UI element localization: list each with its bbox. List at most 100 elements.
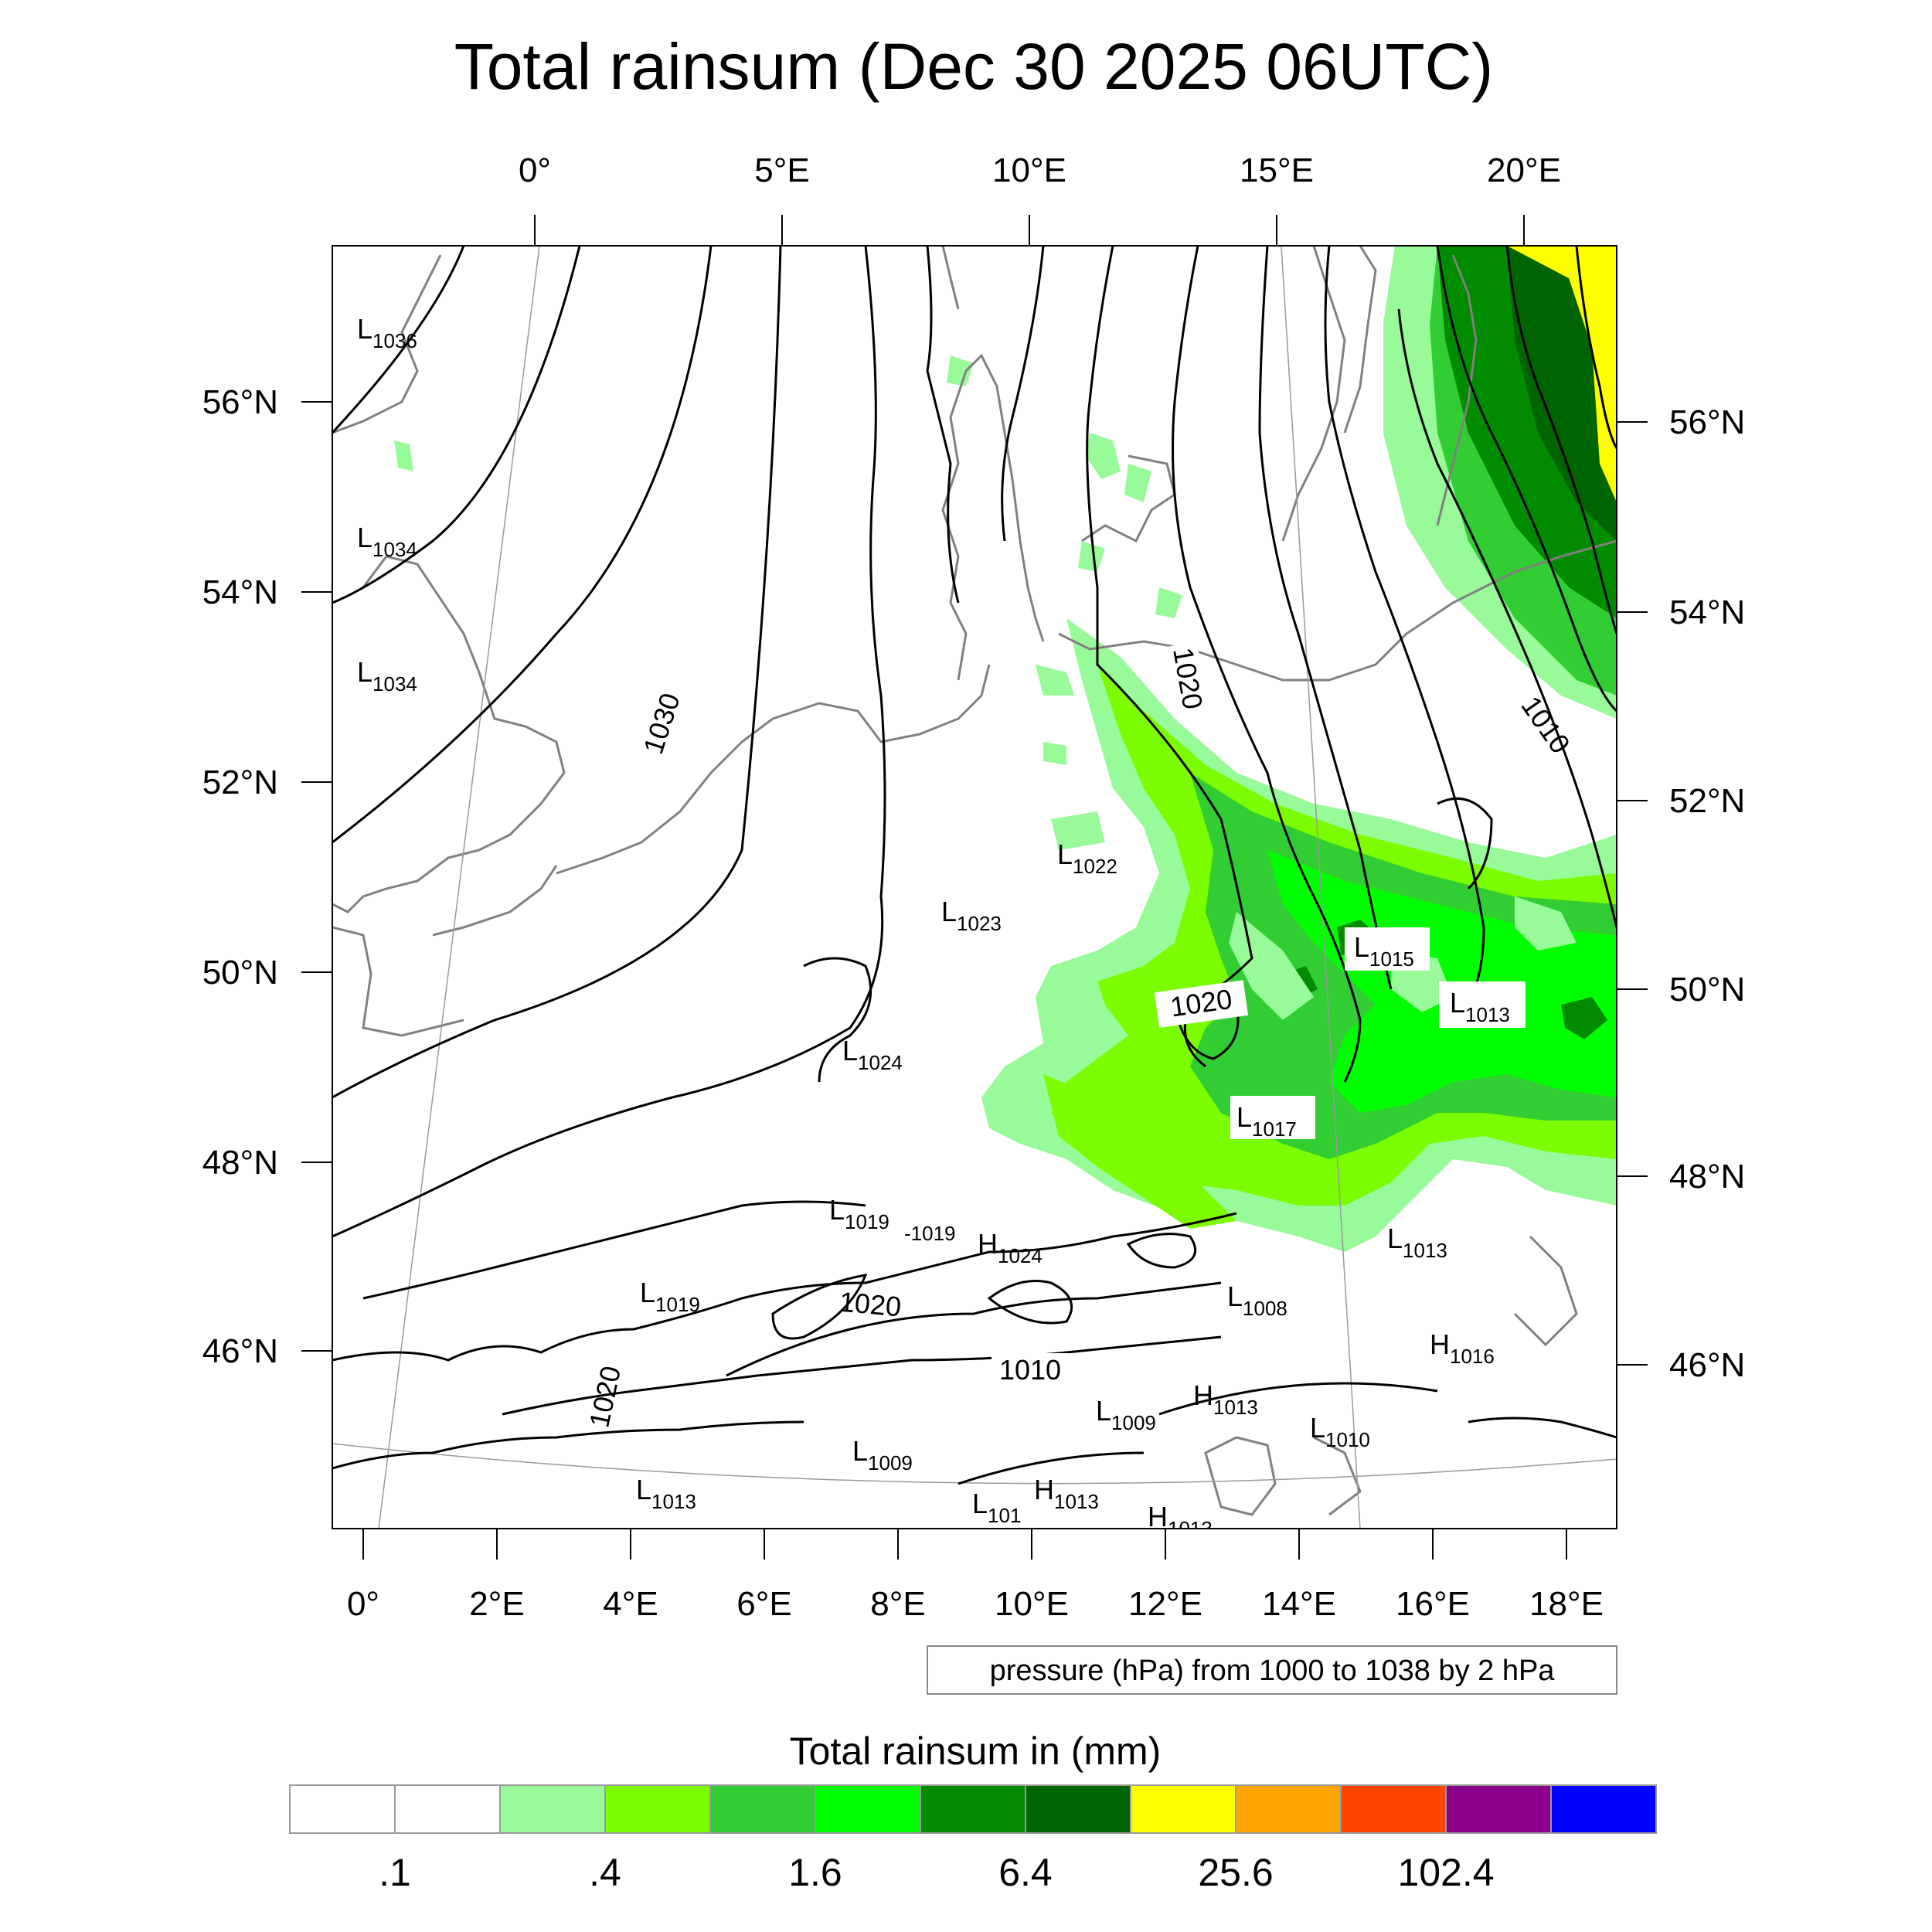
svg-text:L1023: L1023	[941, 896, 1002, 935]
pressure-center: L1034	[357, 656, 417, 696]
svg-text:L1022: L1022	[1057, 838, 1117, 878]
colorbar-tick: .1	[379, 1851, 411, 1894]
bottom-tick-label: 8°E	[870, 1585, 925, 1623]
pressure-center: L1022	[1057, 838, 1117, 878]
bottom-tick-label: 0°	[347, 1585, 379, 1623]
left-tick-label: 54°N	[202, 573, 278, 611]
pressure-center: L1036	[357, 313, 417, 352]
svg-text:H1024: H1024	[978, 1228, 1043, 1267]
colorbar-box	[1445, 1784, 1552, 1834]
map-plot-area: 1030 1020 1010 1020 1020 1010 1020 L1036…	[332, 245, 1617, 1540]
contour-info-text: pressure (hPa) from 1000 to 1038 by 2 hP…	[990, 1655, 1556, 1687]
colorbar-box	[499, 1784, 606, 1834]
left-tick-label: 48°N	[202, 1144, 278, 1182]
top-tick-label: 15°E	[1240, 151, 1314, 189]
isobar-label: 1010	[999, 1354, 1061, 1386]
pressure-center: L1015	[1345, 927, 1430, 971]
colorbar-tick: 102.4	[1397, 1851, 1494, 1894]
svg-text:L1024: L1024	[842, 1035, 903, 1074]
svg-text:L1034: L1034	[357, 656, 417, 696]
svg-text:L1008: L1008	[1227, 1281, 1287, 1320]
svg-text:L1017: L1017	[1236, 1101, 1297, 1141]
coastlines	[332, 246, 1617, 1516]
bottom-tick-label: 10°E	[995, 1585, 1069, 1623]
colorbar-title: Total rainsum in (mm)	[790, 1730, 1162, 1773]
axis-bottom: 0° 2°E 4°E 6°E 8°E 10°E 12°E 14°E 16°E 1…	[347, 1529, 1604, 1623]
colorbar-box	[920, 1784, 1026, 1834]
svg-text:L1019: L1019	[640, 1277, 700, 1316]
rain-patch-denmark	[947, 355, 1182, 618]
plot-frame	[332, 245, 1617, 1529]
pressure-center: L1009	[1096, 1395, 1156, 1434]
pressure-center: H1013	[1193, 1379, 1258, 1419]
svg-text:H1016: H1016	[1430, 1328, 1495, 1368]
right-tick-label: 50°N	[1669, 971, 1745, 1009]
colorbar-box	[394, 1784, 501, 1834]
pressure-center: L1017	[1230, 1096, 1315, 1141]
bottom-tick-label: 2°E	[469, 1585, 524, 1623]
pressure-center: H1013	[1034, 1474, 1099, 1513]
right-tick-label: 56°N	[1669, 403, 1745, 441]
pressure-center: L101	[972, 1488, 1021, 1527]
bottom-tick-label: 12°E	[1128, 1585, 1202, 1623]
colorbar-box	[1550, 1784, 1657, 1834]
rain-area-ne-yellow	[1507, 246, 1617, 502]
colorbar-box	[1130, 1784, 1236, 1834]
svg-text:L1036: L1036	[357, 313, 417, 352]
right-tick-label: 46°N	[1669, 1346, 1745, 1384]
rain-area-ne-edge	[1383, 246, 1617, 719]
bottom-tick-label: 4°E	[603, 1585, 658, 1623]
pressure-center: L1019	[829, 1194, 889, 1233]
colorbar-box	[1025, 1784, 1131, 1834]
svg-text:L1010: L1010	[1310, 1412, 1370, 1451]
svg-text:H1013: H1013	[1148, 1501, 1213, 1540]
svg-text:L101: L101	[972, 1488, 1021, 1527]
colorbar-boxes	[289, 1784, 1657, 1834]
colorbar-box	[289, 1784, 396, 1834]
colorbar: Total rainsum in (mm) .1 .4 1.6 6.4 25.6…	[289, 1730, 1657, 1894]
axis-right: 56°N 54°N 52°N 50°N 48°N 46°N	[1617, 403, 1745, 1384]
svg-text:H1013: H1013	[1193, 1379, 1258, 1419]
svg-text:L1009: L1009	[852, 1435, 913, 1475]
bottom-tick-label: 6°E	[736, 1585, 791, 1623]
graticule	[332, 246, 1617, 1529]
bottom-tick-label: 18°E	[1529, 1585, 1604, 1623]
right-tick-label: 48°N	[1669, 1158, 1745, 1196]
bottom-tick-label: 14°E	[1262, 1585, 1336, 1623]
rain-patch-scotland	[394, 440, 413, 471]
svg-text:L1009: L1009	[1096, 1395, 1156, 1434]
pressure-center: L1013	[636, 1474, 696, 1513]
isobar-extra-label: -1019	[904, 1222, 956, 1245]
svg-text:L1019: L1019	[829, 1194, 889, 1233]
pressure-center: L1013	[1387, 1223, 1447, 1262]
pressure-center: L1008	[1227, 1281, 1287, 1320]
colorbar-box	[815, 1784, 921, 1834]
svg-text:L1013: L1013	[636, 1474, 696, 1513]
rain-patch-lowcountries	[1036, 665, 1105, 850]
chart-title: Total rainsum (Dec 30 2025 06UTC)	[454, 30, 1494, 103]
isobar-label: 1020	[838, 1286, 902, 1323]
svg-text:H1013: H1013	[1034, 1474, 1099, 1513]
pressure-center: L1009	[852, 1435, 913, 1475]
top-tick-label: 10°E	[992, 151, 1066, 189]
axis-top: 0° 5°E 10°E 15°E 20°E	[519, 151, 1561, 246]
svg-text:L1015: L1015	[1354, 931, 1414, 971]
isobars	[332, 246, 1617, 1485]
left-tick-label: 50°N	[202, 954, 278, 992]
colorbar-tick: .4	[589, 1851, 621, 1894]
right-tick-label: 54°N	[1669, 594, 1745, 631]
rain-area-south-stripes	[1043, 1074, 1236, 1229]
pressure-center: L1023	[941, 896, 1002, 935]
bottom-tick-label: 16°E	[1396, 1585, 1470, 1623]
pressure-center: L1024	[842, 1035, 903, 1074]
colorbar-box	[604, 1784, 711, 1834]
colorbar-tick: 6.4	[998, 1851, 1053, 1894]
pressure-center: H1013	[1148, 1501, 1213, 1540]
left-tick-label: 56°N	[202, 383, 278, 421]
top-tick-label: 5°E	[754, 151, 809, 189]
svg-text:L1013: L1013	[1450, 987, 1510, 1026]
pressure-center: L1010	[1310, 1412, 1370, 1451]
pressure-center: H1024	[978, 1228, 1043, 1267]
pressure-center: L1034	[357, 522, 417, 561]
